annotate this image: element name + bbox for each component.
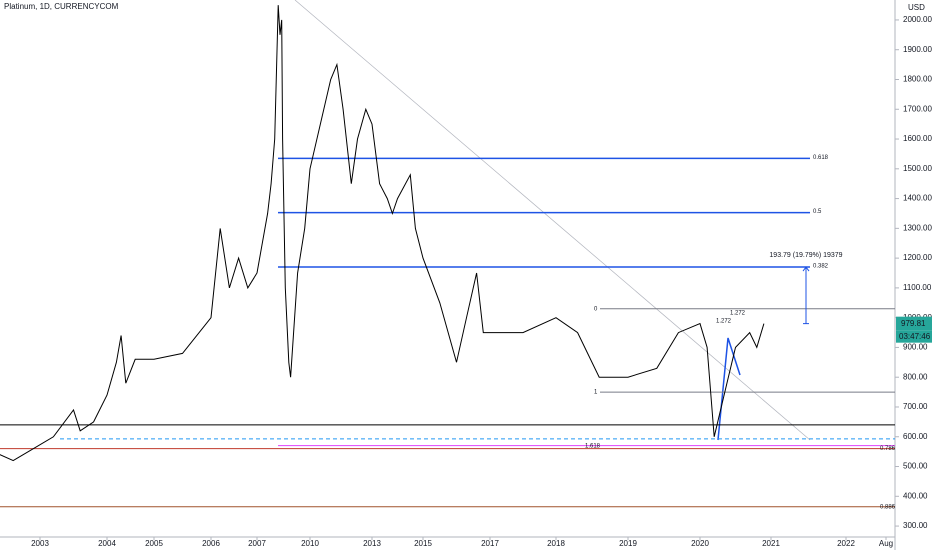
- x-tick-label: 2018: [547, 539, 565, 548]
- fib-label: 0.5: [813, 209, 822, 215]
- x-tick-label: 2006: [202, 539, 220, 548]
- x-tick-label: 2003: [31, 539, 49, 548]
- countdown-label: 03:47:46: [899, 332, 931, 341]
- y-tick-label: 1300.00: [903, 223, 932, 232]
- x-tick-label: 2015: [414, 539, 432, 548]
- y-tick-label: 1100.00: [903, 283, 932, 292]
- y-tick-label: 2000.00: [903, 15, 932, 24]
- x-tick-label: 2007: [248, 539, 266, 548]
- note: 1.272: [730, 311, 746, 317]
- x-tick-label: 2004: [98, 539, 116, 548]
- note: 1.272: [716, 319, 732, 325]
- measure-arrowhead: [802, 266, 810, 272]
- y-tick-label: 500.00: [903, 462, 928, 471]
- fib-label: 0.618: [813, 155, 829, 161]
- currency-label: USD: [908, 3, 925, 12]
- fib-label: 0.786: [880, 446, 896, 452]
- x-tick-label: 2021: [762, 539, 780, 548]
- chart-title: Platinum, 1D, CURRENCYCOM: [4, 2, 119, 11]
- x-tick-label: Aug: [879, 539, 893, 548]
- y-tick-label: 1800.00: [903, 75, 932, 84]
- x-tick-label: 2013: [363, 539, 381, 548]
- y-tick-label: 400.00: [903, 491, 928, 500]
- countdown-box: [896, 330, 932, 343]
- x-tick-label: 2022: [837, 539, 855, 548]
- fib-label: 1.618: [585, 443, 601, 449]
- last-price-label: 979.81: [901, 319, 926, 328]
- y-tick-label: 1600.00: [903, 134, 932, 143]
- price-line: [0, 5, 765, 462]
- x-tick-label: 2020: [691, 539, 709, 548]
- fib-label: 1: [594, 390, 598, 396]
- y-tick-label: 1500.00: [903, 164, 932, 173]
- trend-line: [294, 0, 811, 441]
- x-tick-label: 2010: [301, 539, 319, 548]
- x-tick-label: 2019: [619, 539, 637, 548]
- fib-label: 0.886: [880, 504, 896, 510]
- y-tick-label: 900.00: [903, 343, 928, 352]
- y-tick-label: 1900.00: [903, 45, 932, 54]
- y-tick-label: 700.00: [903, 402, 928, 411]
- y-tick-label: 300.00: [903, 521, 928, 530]
- y-tick-label: 1200.00: [903, 253, 932, 262]
- fib-label: 0.382: [813, 264, 829, 270]
- y-tick-label: 800.00: [903, 372, 928, 381]
- x-tick-label: 2017: [481, 539, 499, 548]
- x-tick-label: 2005: [145, 539, 163, 548]
- fib-label: 0: [594, 306, 598, 312]
- y-tick-label: 1400.00: [903, 194, 932, 203]
- y-tick-label: 600.00: [903, 432, 928, 441]
- last-price-box: [896, 316, 932, 331]
- y-tick-label: 1700.00: [903, 104, 932, 113]
- measure-label: 193.79 (19.79%) 19379: [769, 252, 842, 259]
